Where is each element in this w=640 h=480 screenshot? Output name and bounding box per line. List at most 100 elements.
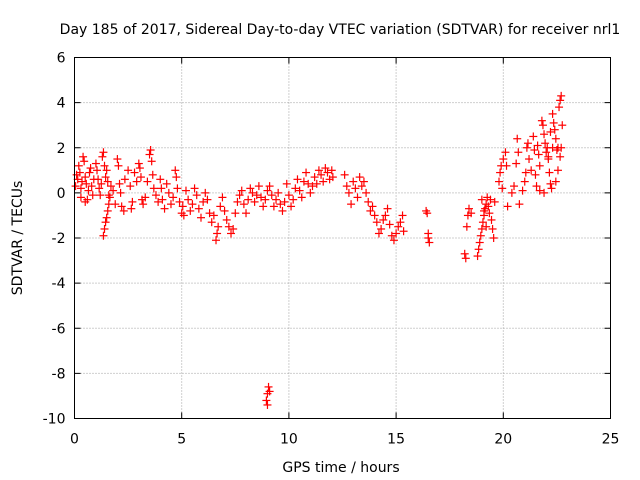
- data-point: [550, 125, 559, 134]
- data-point: [551, 177, 560, 186]
- data-point: [164, 188, 173, 197]
- data-point: [154, 197, 163, 206]
- data-point: [119, 206, 128, 215]
- grid-layer: [74, 57, 611, 419]
- data-point: [544, 155, 553, 164]
- data-point: [282, 179, 291, 188]
- data-point: [383, 204, 392, 213]
- data-point: [80, 157, 89, 166]
- data-point: [353, 193, 362, 202]
- data-point: [184, 195, 193, 204]
- data-point: [114, 161, 123, 170]
- data-point: [117, 202, 126, 211]
- data-point: [171, 166, 180, 175]
- data-point: [495, 177, 504, 186]
- data-point: [515, 200, 524, 209]
- data-point: [158, 195, 167, 204]
- data-point: [115, 179, 124, 188]
- data-point: [464, 204, 473, 213]
- data-point: [242, 209, 251, 218]
- data-point: [475, 238, 484, 247]
- data-point: [95, 184, 104, 193]
- data-point: [321, 164, 330, 173]
- data-point: [172, 173, 181, 182]
- data-point: [156, 175, 165, 184]
- data-point: [235, 191, 244, 200]
- x-tick-label: 15: [387, 432, 405, 448]
- data-point: [328, 173, 337, 182]
- data-point: [340, 170, 349, 179]
- data-point: [267, 191, 276, 200]
- data-point: [306, 188, 315, 197]
- data-point: [81, 173, 90, 182]
- data-point: [398, 211, 407, 220]
- data-point: [523, 139, 532, 148]
- y-tick-label: 4: [57, 96, 66, 112]
- data-point: [359, 177, 368, 186]
- data-point: [520, 177, 529, 186]
- data-point: [76, 184, 85, 193]
- data-point: [276, 200, 285, 209]
- data-point: [476, 231, 485, 240]
- data-point: [214, 222, 223, 231]
- data-point: [76, 193, 85, 202]
- data-point: [102, 213, 111, 222]
- data-point: [175, 197, 184, 206]
- data-point: [551, 134, 560, 143]
- data-point: [79, 152, 88, 161]
- data-point: [399, 227, 408, 236]
- y-tick-label: -8: [52, 366, 66, 382]
- data-point: [87, 182, 96, 191]
- data-point: [178, 202, 187, 211]
- data-point: [319, 177, 328, 186]
- data-point: [109, 186, 118, 195]
- data-point: [327, 166, 336, 175]
- data-point: [540, 130, 549, 139]
- data-point: [477, 195, 486, 204]
- chart-title: Day 185 of 2017, Sidereal Day-to-day VTE…: [60, 22, 621, 38]
- data-point: [78, 177, 87, 186]
- data-points: [71, 91, 567, 409]
- data-point: [194, 204, 203, 213]
- data-point: [252, 191, 261, 200]
- data-point: [351, 184, 360, 193]
- data-point: [547, 184, 556, 193]
- data-point: [280, 197, 289, 206]
- y-tick-label: -4: [52, 276, 66, 292]
- data-point: [308, 182, 317, 191]
- data-point: [265, 387, 274, 396]
- data-point: [477, 224, 486, 233]
- data-point: [541, 139, 550, 148]
- data-point: [357, 182, 366, 191]
- data-point: [88, 191, 97, 200]
- data-point: [487, 215, 496, 224]
- data-point: [86, 164, 95, 173]
- data-point: [538, 121, 547, 130]
- data-point: [229, 224, 238, 233]
- data-point: [135, 164, 144, 173]
- data-point: [295, 186, 304, 195]
- data-point: [424, 234, 433, 242]
- data-point: [546, 127, 555, 136]
- data-point: [387, 231, 396, 240]
- y-tick-label: 0: [57, 186, 66, 202]
- data-point: [545, 168, 554, 177]
- data-point: [501, 148, 510, 157]
- data-point: [166, 200, 175, 209]
- data-point: [205, 209, 214, 218]
- data-point: [507, 188, 516, 197]
- plot-frame: [74, 57, 611, 419]
- data-point: [231, 209, 240, 218]
- data-point: [105, 193, 114, 202]
- data-point: [527, 166, 536, 175]
- y-tick-label: 2: [57, 141, 66, 157]
- data-point: [196, 213, 205, 222]
- data-point: [201, 188, 210, 197]
- data-point: [525, 155, 534, 164]
- data-point: [342, 182, 351, 191]
- data-point: [344, 188, 353, 197]
- data-point: [141, 193, 150, 202]
- data-point: [113, 155, 122, 164]
- data-point: [71, 182, 80, 191]
